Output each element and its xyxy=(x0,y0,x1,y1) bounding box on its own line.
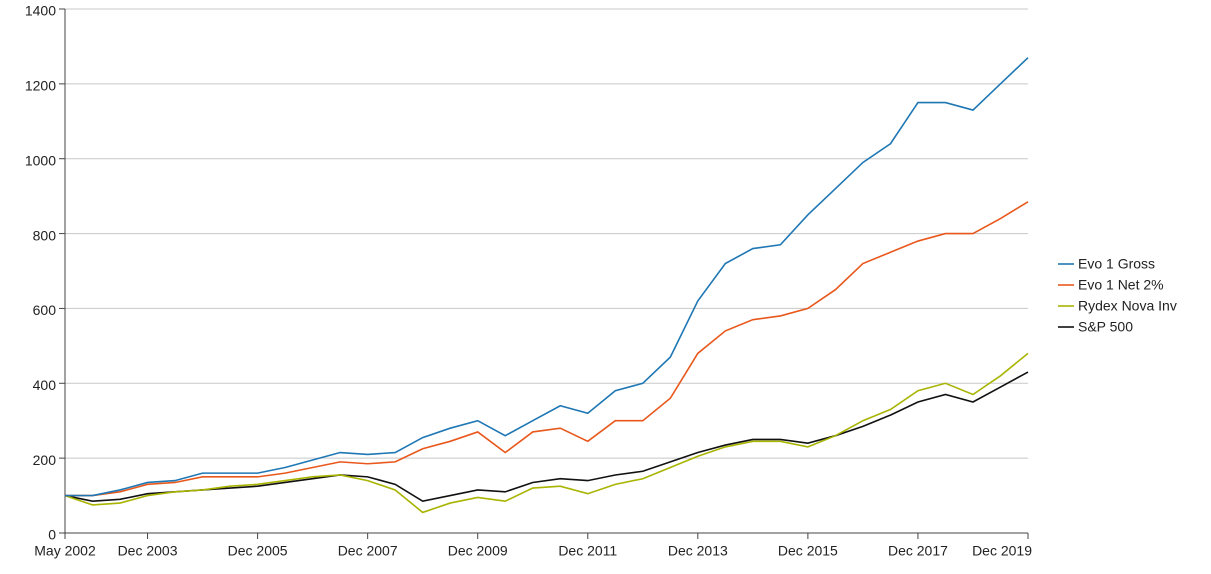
x-tick-label: Dec 2015 xyxy=(778,543,838,559)
y-tick-label: 400 xyxy=(33,377,57,393)
x-tick-label: Dec 2011 xyxy=(558,543,617,559)
legend-label: Rydex Nova Inv xyxy=(1078,298,1177,314)
y-tick-label: 1400 xyxy=(25,3,56,19)
series-line xyxy=(65,57,1029,497)
x-tick-label: Dec 2007 xyxy=(338,543,398,559)
series-line xyxy=(65,201,1029,497)
y-tick-label: 800 xyxy=(33,227,57,243)
y-tick-label: 1000 xyxy=(25,152,56,168)
legend-label: Evo 1 Gross xyxy=(1078,256,1155,272)
x-tick-label: Dec 2019 xyxy=(972,543,1032,559)
series-line xyxy=(64,371,1029,503)
y-tick-label: 1200 xyxy=(25,78,56,94)
x-tick-label: Dec 2009 xyxy=(448,543,508,559)
legend-label: Evo 1 Net 2% xyxy=(1078,277,1164,293)
x-tick-label: Dec 2005 xyxy=(228,543,288,559)
x-tick-label: Dec 2017 xyxy=(888,543,948,559)
series-line xyxy=(64,352,1029,514)
y-tick-label: 600 xyxy=(33,302,57,318)
x-tick-label: May 2002 xyxy=(34,543,96,559)
x-tick-label: Dec 2003 xyxy=(118,543,178,559)
legend-label: S&P 500 xyxy=(1078,319,1133,335)
y-tick-label: 0 xyxy=(48,527,56,543)
x-tick-label: Dec 2013 xyxy=(668,543,728,559)
y-tick-label: 200 xyxy=(33,452,57,468)
